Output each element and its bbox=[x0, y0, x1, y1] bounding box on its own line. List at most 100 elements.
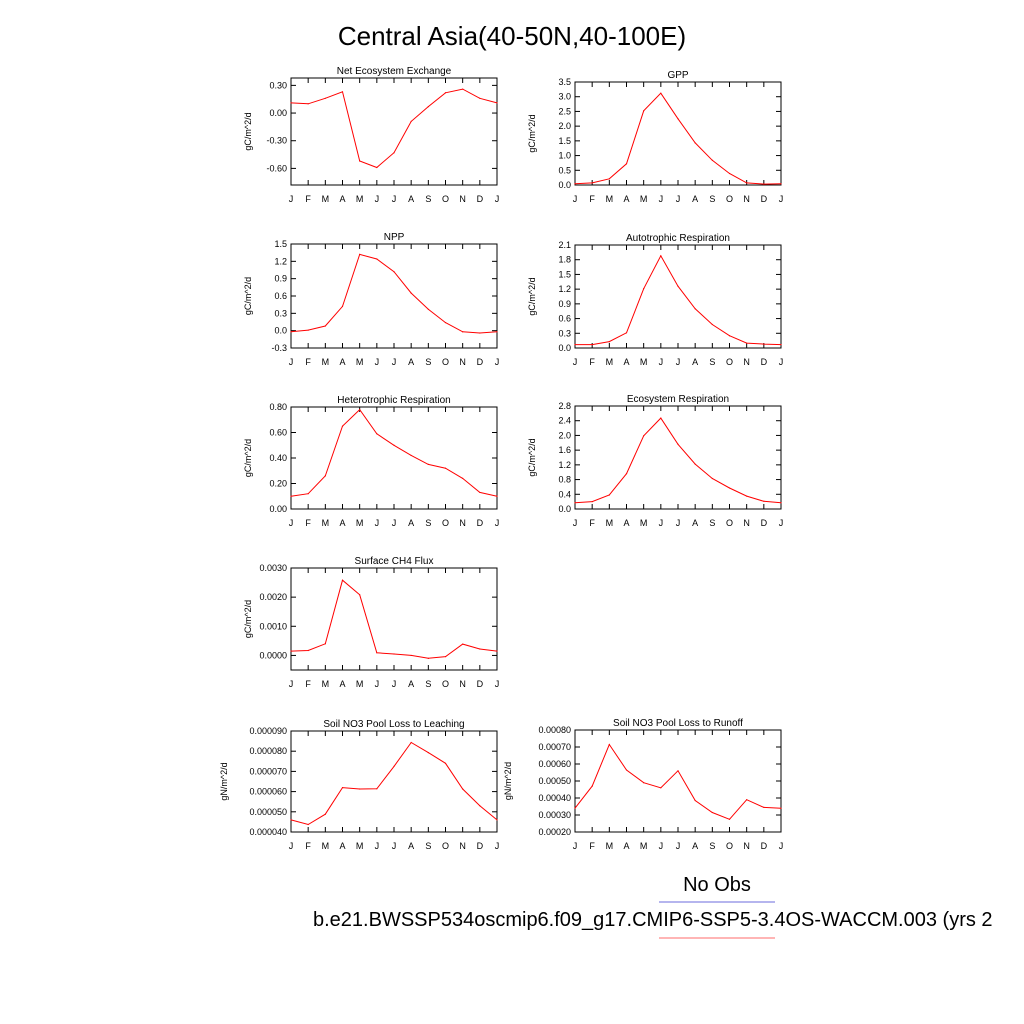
data-point bbox=[746, 495, 748, 497]
x-tick-label: A bbox=[339, 194, 345, 204]
data-point bbox=[307, 823, 309, 826]
y-tick-label: 3.0 bbox=[558, 92, 571, 102]
x-tick-label: O bbox=[726, 518, 733, 528]
data-point bbox=[660, 417, 662, 419]
data-point bbox=[427, 105, 429, 108]
x-tick-label: J bbox=[779, 194, 784, 204]
x-tick-label: S bbox=[425, 357, 431, 367]
panel-title: Heterotrophic Respiration bbox=[337, 395, 450, 406]
x-tick-label: M bbox=[606, 357, 614, 367]
data-point bbox=[728, 818, 731, 820]
y-tick-label: 0.9 bbox=[558, 299, 571, 309]
y-axis-label: gC/m^2/d bbox=[527, 277, 537, 315]
y-tick-label: 0.0 bbox=[558, 180, 571, 190]
x-tick-label: J bbox=[779, 357, 784, 367]
data-point bbox=[763, 500, 765, 502]
x-tick-label: J bbox=[495, 518, 500, 528]
x-tick-label: J bbox=[289, 194, 294, 204]
x-tick-label: A bbox=[623, 357, 629, 367]
data-point bbox=[410, 292, 412, 294]
data-point bbox=[290, 650, 292, 652]
data-point bbox=[728, 172, 731, 175]
x-tick-label: A bbox=[692, 194, 698, 204]
series-line bbox=[575, 254, 782, 346]
y-tick-label: 0.40 bbox=[269, 453, 287, 463]
x-tick-label: J bbox=[659, 841, 664, 851]
data-point bbox=[694, 799, 696, 802]
data-point bbox=[711, 811, 713, 814]
data-point bbox=[643, 110, 645, 112]
y-tick-label: 2.8 bbox=[558, 401, 571, 411]
y-tick-label: 1.5 bbox=[274, 239, 287, 249]
series-line bbox=[290, 253, 498, 334]
x-tick-label: M bbox=[356, 679, 364, 689]
x-tick-label: O bbox=[726, 841, 733, 851]
x-tick-label: N bbox=[459, 518, 466, 528]
x-tick-label: M bbox=[322, 518, 330, 528]
x-tick-label: M bbox=[322, 194, 330, 204]
y-tick-label: 0.00050 bbox=[538, 776, 571, 786]
data-point bbox=[462, 643, 464, 645]
data-point bbox=[410, 741, 412, 744]
data-point bbox=[625, 769, 628, 771]
x-tick-label: F bbox=[305, 679, 311, 689]
panel-title: NPP bbox=[384, 232, 405, 243]
x-tick-label: S bbox=[709, 841, 715, 851]
x-tick-label: J bbox=[289, 679, 294, 689]
y-tick-label: 0.4 bbox=[558, 489, 571, 499]
x-tick-label: J bbox=[289, 841, 294, 851]
x-tick-label: O bbox=[442, 357, 449, 367]
data-point bbox=[496, 331, 498, 333]
data-point bbox=[393, 653, 395, 655]
data-point bbox=[444, 762, 447, 764]
x-tick-label: M bbox=[322, 357, 330, 367]
y-tick-label: 0.30 bbox=[269, 80, 287, 90]
x-tick-label: J bbox=[659, 518, 664, 528]
x-tick-label: S bbox=[709, 194, 715, 204]
data-point bbox=[479, 491, 481, 494]
y-tick-label: 0.000090 bbox=[249, 726, 287, 736]
data-point bbox=[359, 788, 361, 790]
y-tick-label: 0.000070 bbox=[249, 766, 287, 776]
data-point bbox=[677, 443, 679, 445]
data-point bbox=[479, 805, 481, 807]
series-line bbox=[290, 88, 498, 169]
plot-frame bbox=[574, 81, 782, 186]
y-tick-label: 1.0 bbox=[558, 151, 571, 161]
plot-frame bbox=[290, 77, 498, 186]
data-point bbox=[444, 467, 447, 469]
data-point bbox=[746, 342, 748, 344]
x-tick-label: A bbox=[339, 679, 345, 689]
x-tick-label: N bbox=[743, 841, 750, 851]
x-tick-label: J bbox=[573, 841, 578, 851]
data-point bbox=[479, 648, 481, 650]
x-tick-label: M bbox=[606, 194, 614, 204]
x-tick-label: S bbox=[709, 357, 715, 367]
x-tick-label: J bbox=[779, 518, 784, 528]
data-point bbox=[496, 650, 498, 652]
x-tick-label: J bbox=[495, 194, 500, 204]
y-tick-label: 0.0 bbox=[558, 343, 571, 353]
x-tick-label: J bbox=[659, 357, 664, 367]
data-point bbox=[643, 435, 645, 437]
data-point bbox=[746, 799, 748, 801]
x-tick-label: M bbox=[606, 518, 614, 528]
panel-title: Soil NO3 Pool Loss to Leaching bbox=[323, 719, 464, 730]
series-line bbox=[574, 92, 782, 185]
x-tick-label: A bbox=[623, 194, 629, 204]
data-point bbox=[341, 786, 344, 789]
panel-title: GPP bbox=[667, 70, 688, 81]
x-tick-label: D bbox=[761, 841, 768, 851]
data-point bbox=[290, 102, 292, 104]
x-tick-label: J bbox=[779, 841, 784, 851]
x-tick-label: D bbox=[761, 518, 768, 528]
x-tick-label: A bbox=[408, 194, 414, 204]
y-tick-label: 2.0 bbox=[558, 121, 571, 131]
data-point bbox=[410, 454, 412, 457]
data-point bbox=[780, 343, 782, 346]
x-tick-label: A bbox=[339, 518, 345, 528]
